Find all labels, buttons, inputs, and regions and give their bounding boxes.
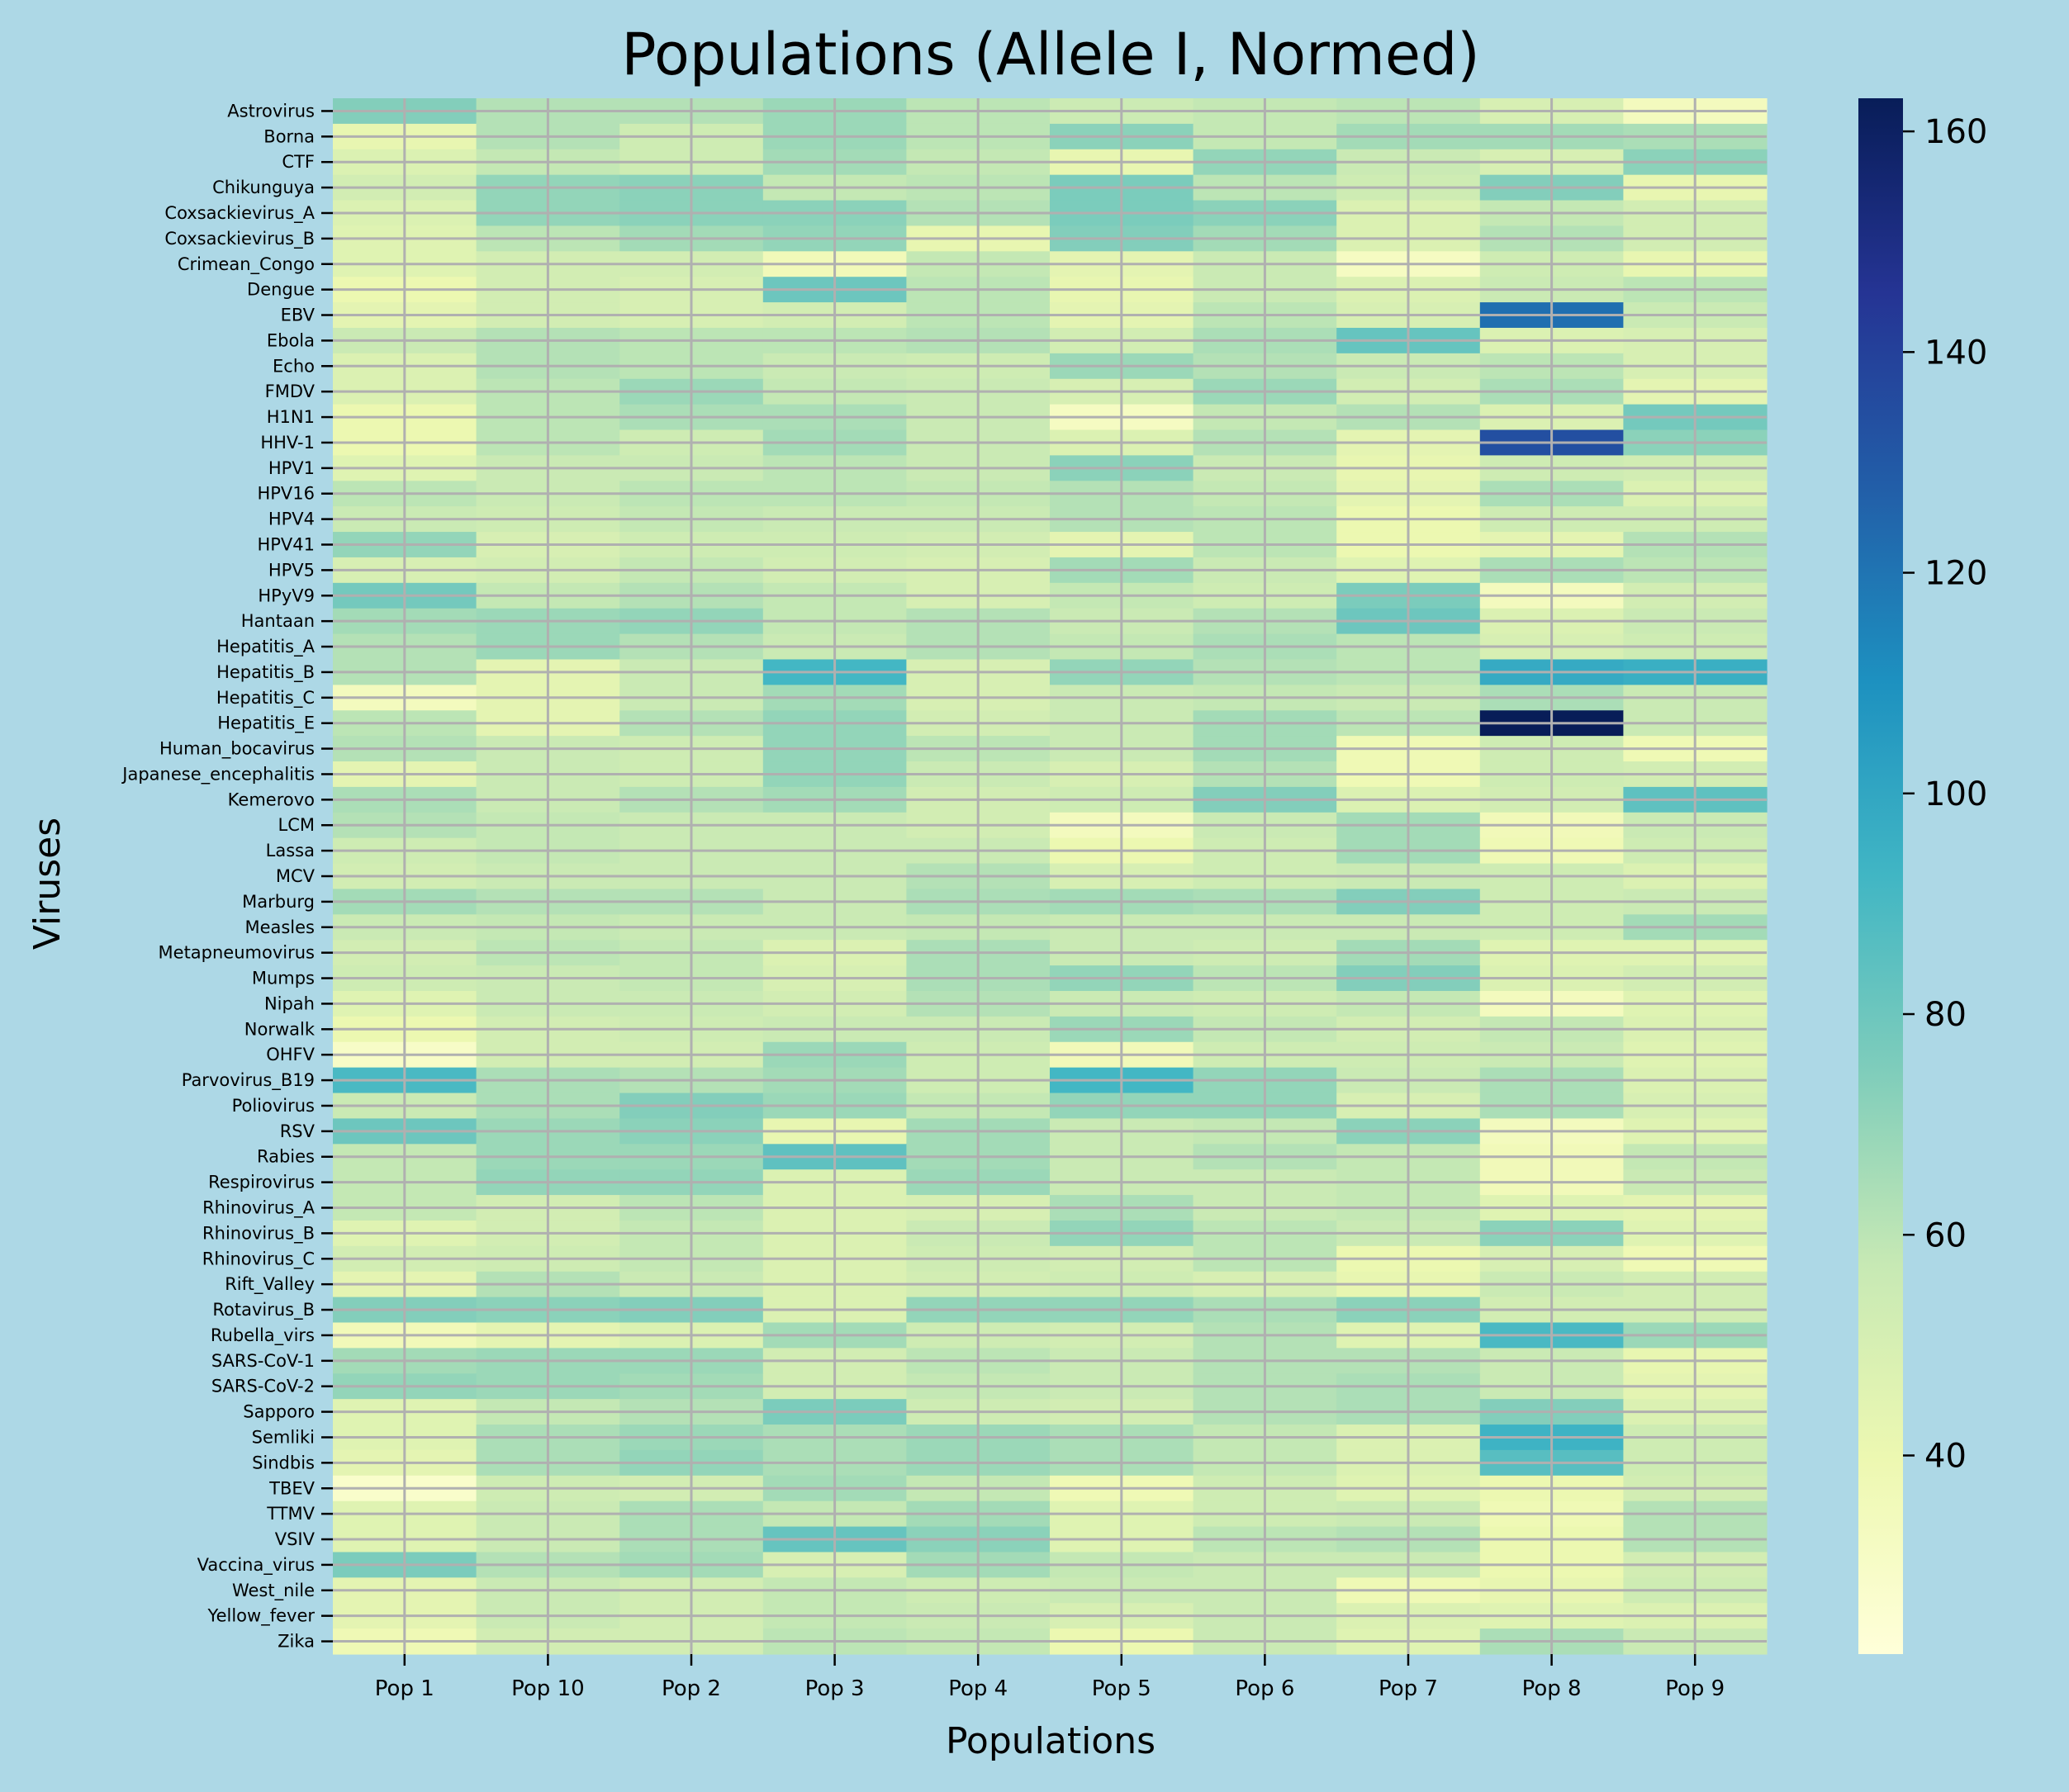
x-tick-label: Pop 6 <box>1235 1676 1294 1701</box>
y-tick-label: TTMV <box>266 1504 315 1524</box>
y-tick-label: LCM <box>278 815 315 835</box>
y-tick-label: Marburg <box>242 892 315 912</box>
colorbar-tick-label: 60 <box>1924 1216 1967 1254</box>
y-tick-label: Zika <box>278 1632 315 1652</box>
y-tick-label: FMDV <box>265 382 316 401</box>
colorbar-tick-label: 40 <box>1924 1437 1967 1475</box>
y-tick-label: Vaccina_virus <box>197 1555 315 1576</box>
y-tick-label: Yellow_fever <box>207 1606 316 1627</box>
y-tick-label: Rotavirus_B <box>212 1300 315 1320</box>
colorbar-tick-label: 100 <box>1924 775 1987 813</box>
y-tick-label: Lassa <box>266 841 315 860</box>
y-tick-label: Coxsackievirus_A <box>164 203 315 224</box>
x-tick-label: Pop 1 <box>375 1676 434 1701</box>
y-tick-label: EBV <box>281 306 316 325</box>
y-tick-label: Rabies <box>257 1147 315 1167</box>
y-tick-label: HPV16 <box>257 484 315 504</box>
colorbar <box>1858 98 1903 1654</box>
x-tick-label: Pop 7 <box>1379 1676 1438 1701</box>
y-tick-label: West_nile <box>232 1581 315 1601</box>
y-tick-label: Parvovirus_B19 <box>182 1070 315 1091</box>
y-tick-label: Borna <box>263 126 315 146</box>
y-tick-label: Measles <box>244 917 315 937</box>
y-tick-label: Rubella_virs <box>211 1325 315 1346</box>
y-tick-label: Ebola <box>267 330 315 350</box>
y-tick-label: Semliki <box>252 1427 315 1447</box>
y-tick-label: Norwalk <box>244 1019 316 1039</box>
y-tick-label: Nipah <box>264 993 315 1013</box>
y-tick-label: HPV5 <box>268 560 315 580</box>
y-tick-label: TBEV <box>268 1478 316 1498</box>
y-tick-label: Poliovirus <box>232 1096 315 1116</box>
chart-title: Populations (Allele I, Normed) <box>621 21 1479 88</box>
y-tick-label: Hepatitis_C <box>216 688 315 709</box>
y-tick-label: Coxsackievirus_B <box>164 229 315 249</box>
y-tick-label: SARS-CoV-1 <box>211 1351 315 1371</box>
y-tick-label: HHV-1 <box>260 433 315 453</box>
x-tick-label: Pop 2 <box>662 1676 721 1701</box>
y-tick-label: Hantaan <box>241 611 315 631</box>
y-tick-label: SARS-CoV-2 <box>211 1377 315 1396</box>
y-tick-label: Hepatitis_A <box>216 637 315 657</box>
y-tick-label: CTF <box>282 152 315 172</box>
colorbar-tick-label: 140 <box>1924 334 1987 372</box>
y-tick-label: Hepatitis_E <box>217 713 315 734</box>
y-tick-label: Chikunguya <box>212 178 315 197</box>
y-tick-label: Rhinovirus_B <box>202 1223 315 1244</box>
x-tick-label: Pop 8 <box>1522 1676 1582 1701</box>
y-tick-label: Echo <box>273 356 315 376</box>
y-axis-label: Viruses <box>26 818 69 950</box>
y-tick-label: Japanese_encephalitis <box>121 764 315 785</box>
x-tick-labels: Pop 1 Pop 10 Pop 2 Pop 3 Pop 4 Pop 5 Pop 6 Pop … <box>375 1654 1725 1701</box>
y-tick-label: Hepatitis_B <box>216 662 315 683</box>
y-tick-label: Kemerovo <box>228 789 315 809</box>
colorbar-tick-label: 120 <box>1924 555 1987 593</box>
x-tick-label: Pop 9 <box>1665 1676 1725 1701</box>
y-tick-label: RSV <box>280 1121 316 1141</box>
colorbar-tick-label: 160 <box>1924 113 1987 151</box>
y-tick-label: Rift_Valley <box>225 1274 315 1295</box>
colorbar-tick-label: 80 <box>1924 996 1967 1034</box>
y-tick-label: Metapneumovirus <box>159 943 315 963</box>
y-tick-label: Mumps <box>252 969 315 988</box>
y-tick-label: OHFV <box>266 1045 315 1064</box>
y-tick-label: HPV4 <box>268 510 315 529</box>
x-tick-label: Pop 5 <box>1092 1676 1151 1701</box>
y-tick-label: HPV1 <box>268 458 315 478</box>
y-tick-label: H1N1 <box>267 407 315 427</box>
y-tick-label: VSIV <box>275 1529 316 1549</box>
y-tick-label: Rhinovirus_C <box>202 1249 315 1269</box>
y-tick-label: Rhinovirus_A <box>202 1198 316 1219</box>
x-axis-label: Populations <box>946 1720 1156 1762</box>
y-tick-label: HPyV9 <box>258 585 315 605</box>
x-tick-label: Pop 3 <box>805 1676 865 1701</box>
y-tick-labels: Astrovirus Borna CTF Chikunguya Coxsackievir… <box>121 101 333 1652</box>
y-tick-label: Human_bocavirus <box>159 739 315 760</box>
y-tick-label: Respirovirus <box>208 1173 315 1192</box>
y-tick-label: Crimean_Congo <box>178 254 315 275</box>
y-tick-label: HPV41 <box>257 534 315 554</box>
x-tick-label: Pop 10 <box>511 1676 585 1701</box>
y-tick-label: MCV <box>276 866 316 886</box>
y-tick-label: Dengue <box>247 280 315 300</box>
x-tick-label: Pop 4 <box>948 1676 1008 1701</box>
y-tick-label: Astrovirus <box>227 101 315 121</box>
grid-lines <box>333 98 1767 1654</box>
colorbar-ticks: 40 60 80 100 120 140 160 <box>1903 113 1987 1475</box>
y-tick-label: Sindbis <box>252 1453 315 1472</box>
y-tick-label: Sapporo <box>243 1402 315 1422</box>
